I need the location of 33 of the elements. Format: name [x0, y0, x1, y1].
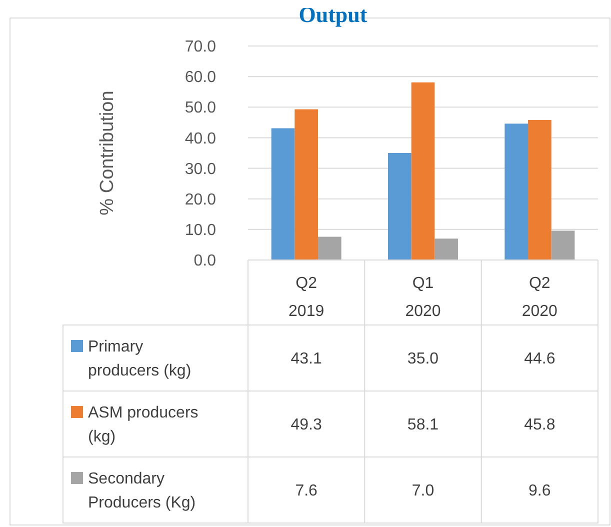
y-tick-label: 60.0	[184, 69, 216, 86]
y-tick-label: 50.0	[184, 100, 216, 117]
bar	[528, 120, 552, 260]
x-tick-label: Q1 2020	[405, 275, 441, 320]
data-label: 58.1	[407, 416, 439, 434]
data-label: 49.3	[290, 416, 322, 434]
bar	[318, 236, 342, 260]
data-label: 35.0	[407, 350, 439, 368]
y-tick-label: 40.0	[184, 130, 216, 148]
data-label: 7.6	[295, 482, 318, 500]
x-tick-label: Q2 2020	[522, 275, 558, 320]
legend-label: Secondary Producers (Kg)	[88, 470, 196, 512]
data-label: 9.6	[528, 482, 551, 500]
data-label: 44.6	[524, 350, 556, 368]
y-tick-label: 10.0	[184, 222, 216, 240]
bar	[388, 153, 412, 260]
bar	[411, 82, 435, 260]
bar	[551, 230, 575, 260]
legend-label: Primary producers (kg)	[88, 338, 192, 380]
bar	[434, 238, 458, 260]
y-axis-title: % Contribution	[97, 90, 118, 216]
y-tick-label: 0.0	[194, 252, 216, 270]
y-tick-label: 20.0	[184, 191, 216, 208]
data-label: 43.1	[290, 350, 322, 368]
bar	[294, 109, 318, 260]
data-label: 45.8	[524, 416, 556, 434]
y-tick-label: 70.0	[184, 38, 216, 56]
data-label: 7.0	[412, 482, 434, 500]
y-tick-label: 30.0	[184, 160, 216, 178]
x-tick-label: Q2 2019	[288, 275, 324, 320]
bar	[271, 128, 295, 260]
legend-label: ASM producers (kg)	[88, 404, 198, 446]
bar	[504, 124, 528, 260]
